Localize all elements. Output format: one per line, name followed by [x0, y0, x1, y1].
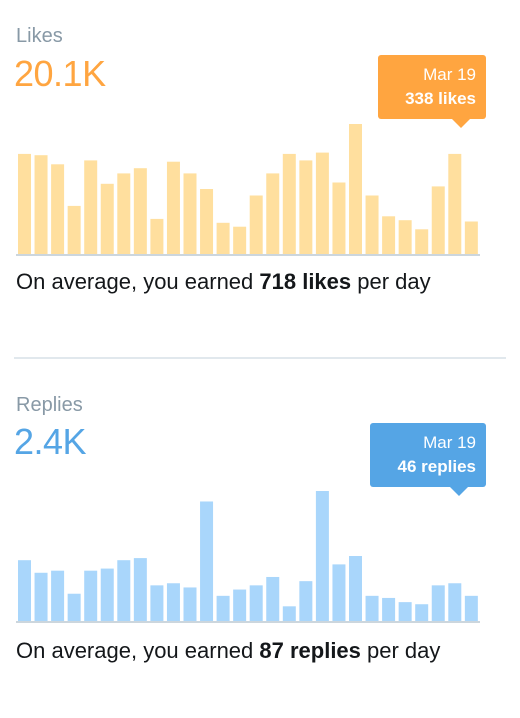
replies-summary-prefix: On average, you earned: [16, 638, 260, 663]
likes-tooltip-value: 338 likes: [405, 89, 476, 108]
replies-bar-18[interactable]: [299, 581, 313, 621]
likes-bar-20[interactable]: [332, 182, 346, 255]
likes-chart[interactable]: [0, 0, 520, 260]
likes-summary-suffix: per day: [351, 269, 431, 294]
likes-bar-25[interactable]: [415, 229, 429, 254]
replies-bar-13[interactable]: [216, 595, 230, 621]
likes-bar-21[interactable]: [349, 124, 362, 254]
replies-summary: On average, you earned 87 replies per da…: [16, 635, 486, 666]
likes-bar-7[interactable]: [117, 173, 131, 254]
likes-label: Likes: [16, 25, 63, 47]
replies-bar-25[interactable]: [415, 604, 429, 621]
likes-tooltip-date: Mar 19: [423, 65, 476, 84]
replies-bar-9[interactable]: [150, 585, 164, 621]
likes-bar-10[interactable]: [166, 161, 180, 254]
replies-bar-5[interactable]: [84, 570, 98, 621]
replies-tooltip-value: 46 replies: [397, 457, 476, 476]
likes-summary-prefix: On average, you earned: [16, 269, 260, 294]
replies-tooltip-date: Mar 19: [423, 433, 476, 452]
replies-bar-10[interactable]: [166, 583, 180, 621]
replies-bar-24[interactable]: [398, 602, 412, 621]
likes-tooltip-arrow: [452, 119, 470, 128]
replies-summary-suffix: per day: [360, 638, 441, 663]
replies-chart[interactable]: [0, 370, 520, 628]
likes-bar-1[interactable]: [18, 153, 31, 254]
likes-summary: On average, you earned 718 likes per day: [16, 266, 486, 297]
replies-bar-23[interactable]: [382, 597, 396, 621]
likes-bar-22[interactable]: [365, 195, 379, 255]
likes-bar-12[interactable]: [200, 189, 214, 254]
replies-bar-20[interactable]: [332, 564, 346, 621]
replies-bar-4[interactable]: [67, 593, 81, 621]
replies-total: 2.4K: [14, 421, 87, 462]
replies-bar-8[interactable]: [133, 558, 147, 621]
replies-bar-2[interactable]: [34, 572, 48, 621]
likes-bar-4[interactable]: [67, 205, 81, 254]
replies-bar-15[interactable]: [249, 585, 263, 621]
likes-bar-6[interactable]: [100, 183, 114, 254]
replies-bar-6[interactable]: [100, 568, 114, 621]
likes-bar-14[interactable]: [233, 226, 247, 254]
replies-bar-12[interactable]: [200, 501, 214, 621]
replies-bar-28[interactable]: [464, 595, 478, 621]
likes-bar-24[interactable]: [398, 220, 412, 254]
replies-bar-3[interactable]: [51, 570, 65, 621]
likes-tooltip: Mar 19 338 likes: [378, 55, 486, 128]
replies-label: Replies: [16, 394, 83, 416]
replies-bar-21[interactable]: [349, 556, 362, 621]
likes-bar-11[interactable]: [183, 173, 197, 254]
likes-bar-19[interactable]: [315, 152, 329, 254]
replies-bar-26[interactable]: [431, 585, 445, 621]
replies-summary-bold: 87 replies: [259, 638, 361, 663]
likes-bar-13[interactable]: [216, 222, 230, 254]
replies-bar-16[interactable]: [266, 576, 280, 621]
likes-bar-18[interactable]: [299, 160, 313, 254]
replies-bar-22[interactable]: [365, 595, 379, 621]
replies-bar-17[interactable]: [282, 606, 296, 621]
replies-bar-1[interactable]: [18, 560, 31, 621]
replies-bar-27[interactable]: [448, 583, 462, 621]
section-divider: [14, 357, 506, 359]
likes-bar-8[interactable]: [133, 168, 147, 254]
likes-bar-23[interactable]: [382, 216, 396, 254]
likes-bar-2[interactable]: [34, 155, 48, 254]
likes-bar-26[interactable]: [431, 186, 445, 254]
likes-bar-28[interactable]: [464, 221, 478, 255]
replies-tooltip-arrow: [450, 487, 468, 496]
likes-bar-5[interactable]: [84, 160, 98, 254]
likes-bar-17[interactable]: [282, 153, 296, 254]
likes-bar-3[interactable]: [51, 164, 65, 254]
replies-bar-19[interactable]: [315, 491, 329, 621]
replies-tooltip: Mar 19 46 replies: [370, 423, 486, 496]
likes-bar-9[interactable]: [150, 218, 164, 254]
likes-bar-15[interactable]: [249, 195, 263, 255]
likes-bar-16[interactable]: [266, 173, 280, 254]
likes-total: 20.1K: [14, 53, 106, 94]
replies-section: Replies 2.4K Mar 19 46 replies On averag…: [0, 370, 520, 718]
replies-bar-7[interactable]: [117, 560, 131, 621]
replies-bar-11[interactable]: [183, 587, 197, 621]
likes-section: Likes 20.1K Mar 19 338 likes On average,…: [0, 0, 520, 350]
replies-bar-14[interactable]: [233, 589, 247, 621]
likes-summary-bold: 718 likes: [259, 269, 352, 294]
likes-bar-27[interactable]: [448, 153, 462, 254]
